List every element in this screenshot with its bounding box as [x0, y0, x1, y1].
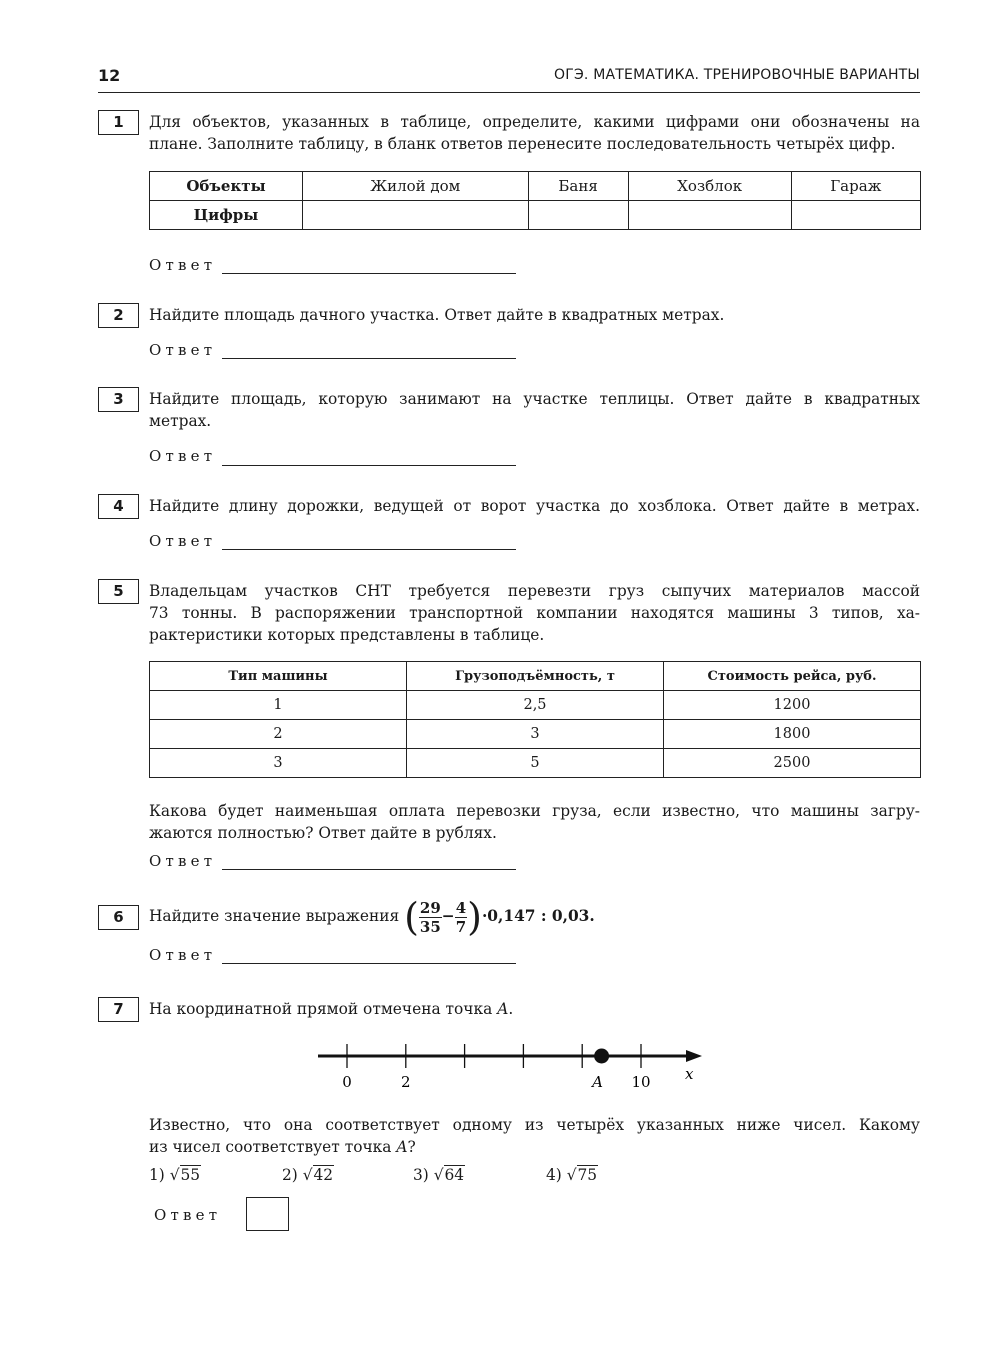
col-house: Жилой дом — [302, 171, 529, 201]
answer-label: Ответ — [149, 852, 217, 870]
row-header-objects: Объекты — [186, 177, 266, 195]
digit-cell[interactable] — [527, 200, 629, 230]
task-7-line-1: На координатной прямой отмечена точка A. — [149, 998, 513, 1020]
answer-box-7[interactable] — [246, 1197, 289, 1231]
trucks-table: Тип машины Грузоподъёмность, т Стоимость… — [149, 661, 921, 778]
col-garage: Гараж — [790, 171, 922, 201]
table-cell: 2,5 — [406, 690, 664, 720]
period: . — [508, 1000, 514, 1018]
task-5-question-2: жаются полностью? Ответ дайте в рублях. — [149, 824, 497, 842]
digit-cell[interactable] — [302, 200, 529, 230]
page-number: 12 — [98, 66, 121, 85]
point-name: A — [396, 1138, 408, 1156]
point-a-label: A — [590, 1073, 603, 1091]
denominator: 7 — [455, 917, 467, 936]
objects-table: Объекты Жилой дом Баня Хозблок Гараж Циф… — [149, 171, 922, 230]
table-cell: 3 — [149, 748, 407, 778]
answer-line-3[interactable] — [222, 465, 516, 466]
task-5-line-2: 73 тонны. В распоряжении транспортной ко… — [149, 604, 920, 622]
answer-line-1[interactable] — [222, 273, 516, 274]
digit-cell[interactable] — [790, 200, 922, 230]
answer-label: Ответ — [149, 532, 217, 550]
task-3-line-2: метрах. — [149, 412, 212, 430]
task-6-prompt: Найдите значение выражения — [149, 907, 400, 925]
fraction-1: 29 35 — [418, 898, 442, 936]
answer-line-4[interactable] — [222, 549, 516, 550]
numerator: 29 — [418, 898, 442, 918]
axis-arrow — [686, 1050, 702, 1062]
table-cell: 5 — [406, 748, 664, 778]
table-cell: 2500 — [663, 748, 921, 778]
task-1-line-2: плане. Заполните таблицу, в бланк ответо… — [149, 135, 896, 153]
answer-label: Ответ — [149, 341, 217, 359]
answer-label: Ответ — [154, 1206, 222, 1224]
row-header-digits: Цифры — [193, 206, 259, 224]
option-2[interactable]: 2) √42 — [282, 1165, 335, 1184]
answer-label: Ответ — [149, 256, 217, 274]
tick-label: 10 — [631, 1073, 650, 1091]
option-3[interactable]: 3) √64 — [413, 1165, 466, 1184]
task-2-line-1: Найдите площадь дачного участка. Ответ д… — [149, 306, 725, 324]
col-shed: Хозблок — [627, 171, 792, 201]
task-number-2: 2 — [98, 303, 139, 328]
task-number-6: 6 — [98, 905, 139, 930]
task-7-question-2: из чисел соответствует точка A? — [149, 1138, 416, 1156]
right-paren: ) — [467, 895, 482, 939]
task-5-line-3: рактеристики которых представлены в табл… — [149, 626, 545, 644]
answer-line-2[interactable] — [222, 358, 516, 359]
header-cost: Стоимость рейса, руб. — [663, 661, 921, 691]
task-number-3: 3 — [98, 387, 139, 412]
table-cell: 3 — [406, 719, 664, 749]
running-title: ОГЭ. МАТЕМАТИКА. ТРЕНИРОВОЧНЫЕ ВАРИАНТЫ — [554, 67, 920, 83]
denominator: 35 — [419, 917, 441, 936]
digit-cell[interactable] — [627, 200, 792, 230]
task-number-5: 5 — [98, 579, 139, 604]
question-text: из чисел соответствует точка — [149, 1138, 392, 1156]
task-5-line-1: Владельцам участков СНТ требуется переве… — [149, 582, 920, 600]
number-line: 0 2 10 A x — [318, 1044, 702, 1091]
task-7-prompt: На координатной прямой отмечена точка — [149, 1000, 493, 1018]
task-5-question-1: Какова будет наименьшая оплата перевозки… — [149, 802, 920, 820]
task-number-4: 4 — [98, 494, 139, 519]
table-cell: 1200 — [663, 690, 921, 720]
answer-label: Ответ — [149, 447, 217, 465]
tick-label: 2 — [401, 1073, 411, 1091]
answer-line-6[interactable] — [222, 963, 516, 964]
minus: − — [441, 907, 455, 925]
header-rule — [98, 92, 920, 93]
point-name: A — [497, 1000, 509, 1018]
left-paren: ( — [404, 895, 419, 939]
tick-label: 0 — [342, 1073, 352, 1091]
answer-label: Ответ — [149, 946, 217, 964]
table-cell: 1800 — [663, 719, 921, 749]
task-number-1: 1 — [98, 110, 139, 135]
answer-line-5[interactable] — [222, 869, 516, 870]
header-capacity: Грузоподъёмность, т — [406, 661, 664, 691]
table-cell: 1 — [149, 690, 407, 720]
axis-label-x: x — [685, 1065, 694, 1083]
task-3-line-1: Найдите площадь, которую занимают на уча… — [149, 390, 920, 408]
task-number-7: 7 — [98, 997, 139, 1022]
header-type: Тип машины — [149, 661, 407, 691]
task-4-line-1: Найдите длину дорожки, ведущей от ворот … — [149, 497, 920, 515]
expression-tail: ·0,147 : 0,03. — [481, 907, 595, 925]
col-bath: Баня — [527, 171, 629, 201]
task-7-question-1: Известно, что она соответствует одному и… — [149, 1116, 920, 1134]
table-cell: 2 — [149, 719, 407, 749]
numerator: 4 — [454, 898, 468, 918]
task-1-line-1: Для объектов, указанных в таблице, опред… — [149, 113, 920, 131]
point-a — [594, 1048, 610, 1064]
option-1[interactable]: 1) √55 — [149, 1165, 202, 1184]
option-4[interactable]: 4) √75 — [546, 1165, 599, 1184]
task-6-text: Найдите значение выражения (29 35−4 7)·0,1… — [149, 894, 595, 938]
